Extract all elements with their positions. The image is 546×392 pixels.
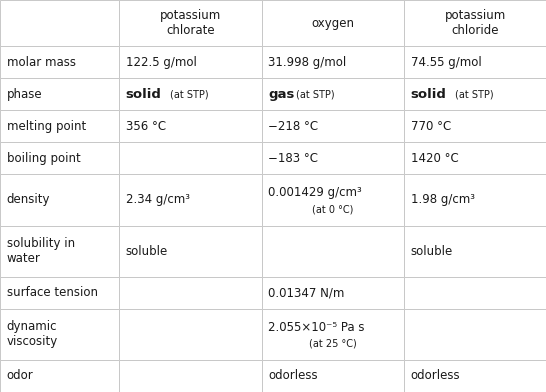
Text: 1.98 g/cm³: 1.98 g/cm³ bbox=[411, 193, 474, 207]
Bar bbox=[0, 78, 119, 110]
Bar bbox=[262, 46, 404, 78]
Text: surface tension: surface tension bbox=[7, 286, 98, 299]
Bar bbox=[119, 0, 262, 46]
Text: −183 °C: −183 °C bbox=[268, 152, 318, 165]
Text: gas: gas bbox=[268, 88, 294, 101]
Text: 31.998 g/mol: 31.998 g/mol bbox=[268, 56, 346, 69]
Bar bbox=[119, 225, 262, 277]
Text: (at STP): (at STP) bbox=[454, 89, 493, 99]
Bar bbox=[0, 309, 119, 360]
Bar bbox=[262, 78, 404, 110]
Text: (at STP): (at STP) bbox=[169, 89, 208, 99]
Bar bbox=[119, 142, 262, 174]
Text: odorless: odorless bbox=[268, 370, 318, 383]
Text: potassium
chloride: potassium chloride bbox=[444, 9, 506, 37]
Bar bbox=[119, 277, 262, 309]
Text: 2.055×10⁻⁵ Pa s: 2.055×10⁻⁵ Pa s bbox=[268, 321, 365, 334]
Text: potassium
chlorate: potassium chlorate bbox=[159, 9, 221, 37]
Text: 0.001429 g/cm³: 0.001429 g/cm³ bbox=[268, 186, 362, 199]
Text: oxygen: oxygen bbox=[311, 16, 354, 30]
Bar bbox=[404, 46, 546, 78]
Bar bbox=[119, 360, 262, 392]
Text: odorless: odorless bbox=[411, 370, 460, 383]
Bar bbox=[262, 174, 404, 225]
Bar bbox=[404, 309, 546, 360]
Bar bbox=[404, 360, 546, 392]
Bar bbox=[0, 360, 119, 392]
Bar bbox=[404, 142, 546, 174]
Bar bbox=[119, 174, 262, 225]
Bar bbox=[404, 110, 546, 142]
Bar bbox=[262, 142, 404, 174]
Text: (at 0 °C): (at 0 °C) bbox=[312, 204, 353, 214]
Text: molar mass: molar mass bbox=[7, 56, 75, 69]
Text: odor: odor bbox=[7, 370, 33, 383]
Text: solubility in
water: solubility in water bbox=[7, 237, 75, 265]
Bar bbox=[0, 174, 119, 225]
Text: dynamic
viscosity: dynamic viscosity bbox=[7, 320, 58, 348]
Bar bbox=[404, 174, 546, 225]
Bar bbox=[404, 78, 546, 110]
Text: soluble: soluble bbox=[126, 245, 168, 258]
Bar bbox=[119, 110, 262, 142]
Text: solid: solid bbox=[126, 88, 162, 101]
Text: solid: solid bbox=[411, 88, 447, 101]
Text: 2.34 g/cm³: 2.34 g/cm³ bbox=[126, 193, 189, 207]
Text: (at STP): (at STP) bbox=[296, 89, 335, 99]
Bar bbox=[0, 142, 119, 174]
Bar bbox=[119, 78, 262, 110]
Text: 356 °C: 356 °C bbox=[126, 120, 165, 133]
Bar bbox=[262, 110, 404, 142]
Bar bbox=[0, 225, 119, 277]
Text: phase: phase bbox=[7, 88, 42, 101]
Text: boiling point: boiling point bbox=[7, 152, 80, 165]
Text: density: density bbox=[7, 193, 50, 207]
Bar bbox=[262, 277, 404, 309]
Text: 1420 °C: 1420 °C bbox=[411, 152, 458, 165]
Bar bbox=[0, 46, 119, 78]
Text: −218 °C: −218 °C bbox=[268, 120, 318, 133]
Bar bbox=[0, 0, 119, 46]
Bar bbox=[404, 277, 546, 309]
Bar bbox=[0, 110, 119, 142]
Bar bbox=[262, 0, 404, 46]
Bar bbox=[262, 309, 404, 360]
Text: 0.01347 N/m: 0.01347 N/m bbox=[268, 286, 345, 299]
Bar bbox=[404, 225, 546, 277]
Text: 74.55 g/mol: 74.55 g/mol bbox=[411, 56, 482, 69]
Text: 122.5 g/mol: 122.5 g/mol bbox=[126, 56, 197, 69]
Bar bbox=[262, 225, 404, 277]
Text: (at 25 °C): (at 25 °C) bbox=[309, 339, 357, 348]
Bar bbox=[262, 360, 404, 392]
Text: melting point: melting point bbox=[7, 120, 86, 133]
Text: soluble: soluble bbox=[411, 245, 453, 258]
Bar bbox=[119, 46, 262, 78]
Bar bbox=[0, 277, 119, 309]
Bar bbox=[119, 309, 262, 360]
Text: 770 °C: 770 °C bbox=[411, 120, 451, 133]
Bar bbox=[404, 0, 546, 46]
